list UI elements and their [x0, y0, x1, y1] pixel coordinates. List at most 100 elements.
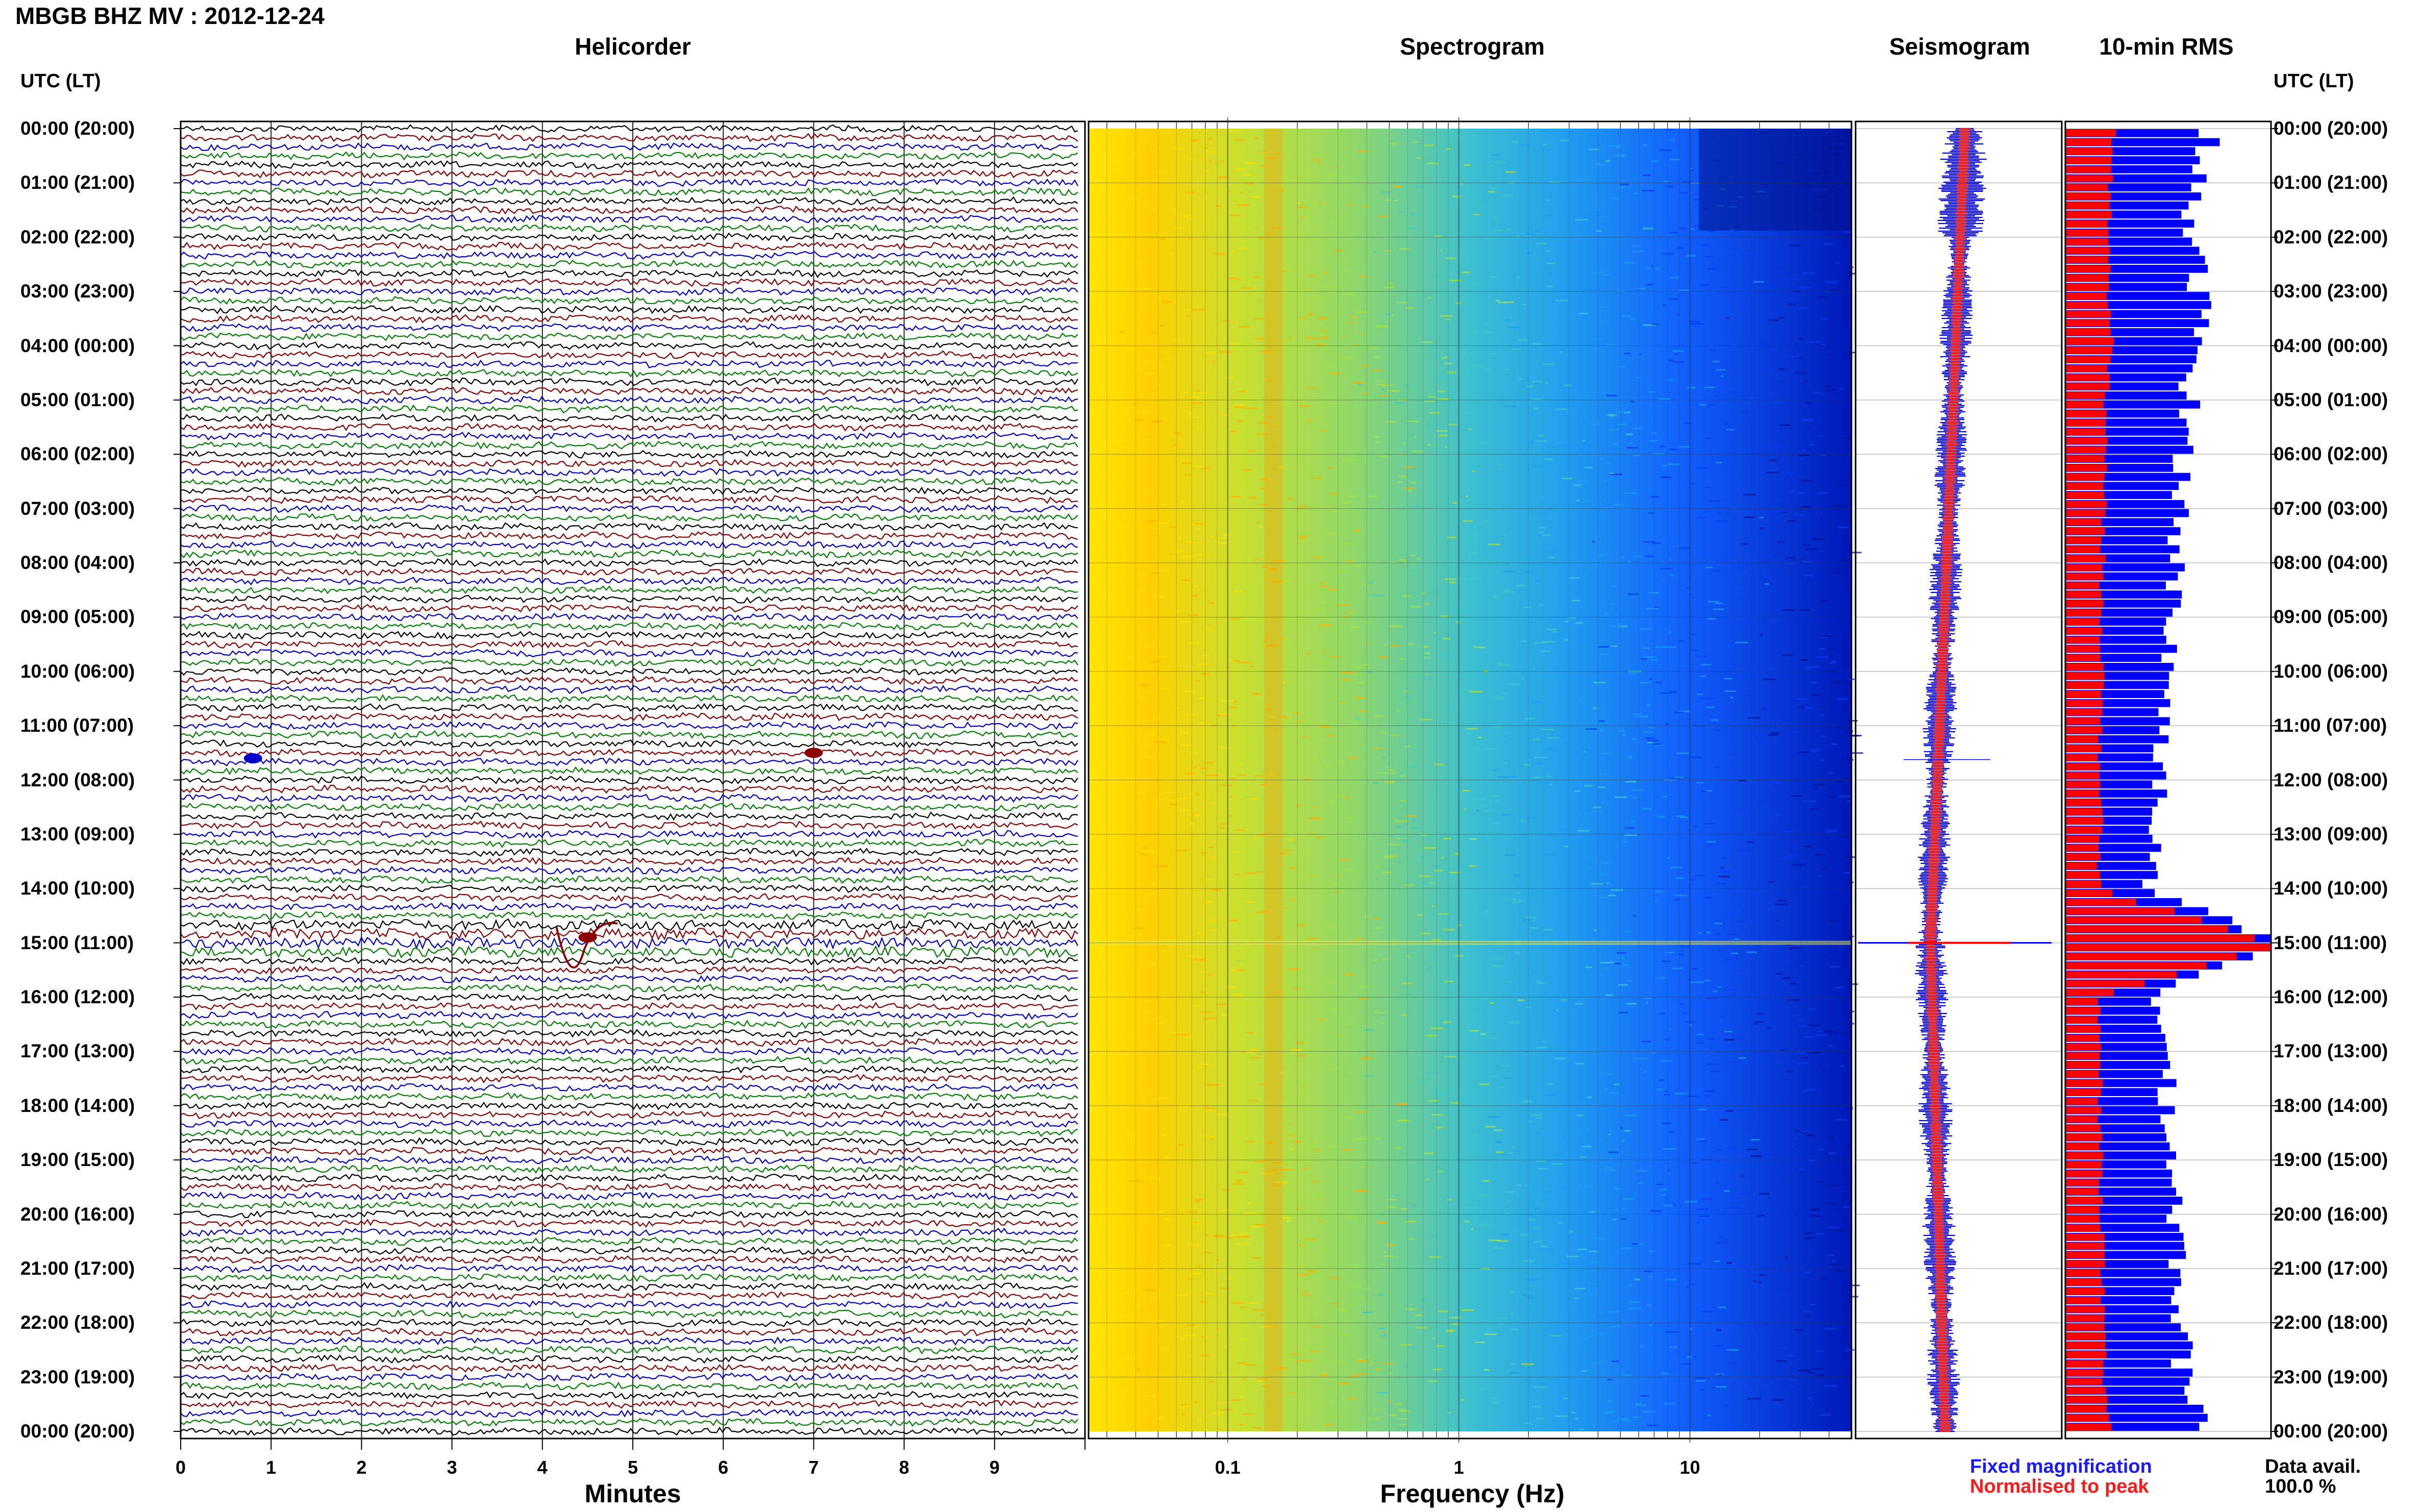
spectrogram-cell — [1689, 320, 1700, 323]
spectrogram-cell — [1577, 813, 1591, 815]
spectrogram-cell — [1686, 1356, 1693, 1358]
spectrogram-cell — [1590, 1293, 1595, 1295]
spectrogram-cell — [1106, 353, 1117, 355]
spectrogram-cell — [1470, 365, 1484, 367]
spectrogram-cell — [1199, 1354, 1209, 1356]
spectrogram-cell — [1469, 1224, 1477, 1226]
spectrogram-cell — [1388, 769, 1394, 771]
spectrogram-cell — [1128, 660, 1134, 662]
spectrogram-cell — [1540, 531, 1543, 533]
spectrogram-cell — [1774, 1061, 1784, 1063]
spectrogram-cell — [1182, 309, 1191, 311]
helicorder-trace — [180, 151, 1078, 161]
spectrogram-cell — [1281, 1240, 1284, 1242]
spectrogram-cell — [1542, 641, 1555, 643]
spectrogram-cell — [1354, 1138, 1367, 1140]
spectrogram-cell — [1679, 191, 1688, 193]
spectrogram-cell — [1754, 1280, 1756, 1282]
spectrogram-cell — [1694, 1377, 1706, 1379]
spectrogram-cell — [1270, 580, 1283, 582]
spectrogram-cell — [1279, 1072, 1283, 1074]
spectrogram-cell — [1124, 1428, 1135, 1430]
spectrogram-cell — [1221, 447, 1224, 449]
spectrogram-cell — [1744, 695, 1757, 697]
spectrogram-cell — [1505, 563, 1508, 565]
spectrogram-cell — [1228, 278, 1238, 280]
spectrogram-cell — [1305, 420, 1313, 422]
spectrogram-cell — [1790, 356, 1801, 358]
spectrogram-cell — [1110, 640, 1118, 642]
rms-normalised-bar — [2065, 582, 2100, 589]
rms-normalised-bar — [2065, 1332, 2106, 1340]
spectrogram-cell — [1645, 997, 1652, 999]
spectrogram-cell — [1727, 933, 1739, 935]
spectrogram-cell — [1424, 652, 1431, 654]
helicorder-trace — [180, 423, 1078, 432]
spectrogram-cell — [1194, 814, 1201, 816]
spectrogram-cell — [1486, 748, 1495, 750]
spectrogram-cell — [1726, 513, 1731, 515]
spectrogram-cell — [1769, 459, 1778, 461]
hour-label-right: 00:00 (20:00) — [2274, 118, 2388, 139]
spectrogram-cell — [1622, 964, 1629, 966]
hour-label-left: 17:00 (13:00) — [20, 1040, 135, 1062]
spectrogram-cell — [1610, 198, 1620, 200]
spectrogram-cell — [1105, 990, 1115, 992]
spectrogram-cell — [1164, 1157, 1170, 1158]
spectrogram-cell — [1384, 250, 1391, 252]
spectrogram-cell — [1165, 1269, 1168, 1271]
spectrogram-cell — [1698, 1215, 1710, 1217]
spectrogram-cell — [1478, 204, 1487, 206]
spectrogram-cell — [1667, 1169, 1670, 1171]
spectrogram-cell — [1531, 701, 1540, 703]
spectrogram-cell — [1750, 893, 1758, 895]
spectrogram-cell — [1628, 442, 1631, 444]
spectrogram-cell — [1546, 775, 1552, 777]
spectrogram-cell — [1461, 1309, 1474, 1311]
helicorder-event — [243, 753, 262, 763]
rms-normalised-bar — [2065, 138, 2112, 146]
spectrogram-cell — [1135, 792, 1146, 794]
spectrogram-cell — [1817, 1375, 1825, 1377]
spectrogram-cell — [1184, 474, 1192, 476]
spectrogram-cell — [1510, 1363, 1516, 1365]
spectrogram-cell — [1107, 218, 1113, 220]
spectrogram-cell — [1102, 1093, 1107, 1095]
spectrogram-cell — [1250, 1057, 1262, 1059]
spectrogram-cell — [1196, 528, 1199, 530]
spectrogram-cell — [1424, 1072, 1437, 1074]
spectrogram-cell — [1437, 398, 1449, 400]
spectrogram-cell — [1482, 1180, 1490, 1182]
spectrogram-cell — [1359, 333, 1362, 335]
spectrogram-cell — [1472, 470, 1475, 473]
spectrogram-cell — [1305, 336, 1309, 338]
spectrogram-cell — [1544, 551, 1558, 553]
spectrogram-cell — [1444, 1092, 1448, 1094]
spectrogram-cell — [1106, 920, 1112, 921]
spectrogram-cell — [1640, 1395, 1649, 1397]
spectrogram-cell — [1200, 992, 1205, 994]
spectrogram-cell — [1533, 230, 1541, 232]
spectrogram-cell — [1289, 288, 1300, 289]
spectrogram-cell — [1484, 1369, 1490, 1371]
spectrogram-cell — [1396, 837, 1399, 839]
helicorder-trace — [180, 694, 1078, 704]
spectrogram-cell — [1228, 920, 1238, 922]
helicorder-trace — [180, 918, 1078, 931]
spectrogram-cell — [1445, 446, 1448, 448]
spectrogram-cell — [1384, 856, 1393, 858]
spectrogram-cell — [1416, 157, 1421, 159]
spectrogram-cell — [1410, 827, 1422, 829]
spectrogram-cell — [1237, 204, 1250, 206]
spectrogram-cell — [1448, 201, 1460, 203]
spectrogram-cell — [1374, 436, 1379, 438]
spectrogram-cell — [1599, 216, 1609, 218]
spectrogram-cell — [1103, 226, 1106, 228]
spectrogram-cell — [1381, 732, 1387, 734]
spectrogram-cell — [1679, 710, 1691, 712]
spectrogram-cell — [1813, 784, 1826, 786]
spectrogram-cell — [1573, 714, 1577, 716]
spectrogram-cell — [1436, 394, 1444, 396]
spectrogram-cell — [1090, 619, 1095, 622]
spectrogram-cell — [1237, 1179, 1243, 1181]
